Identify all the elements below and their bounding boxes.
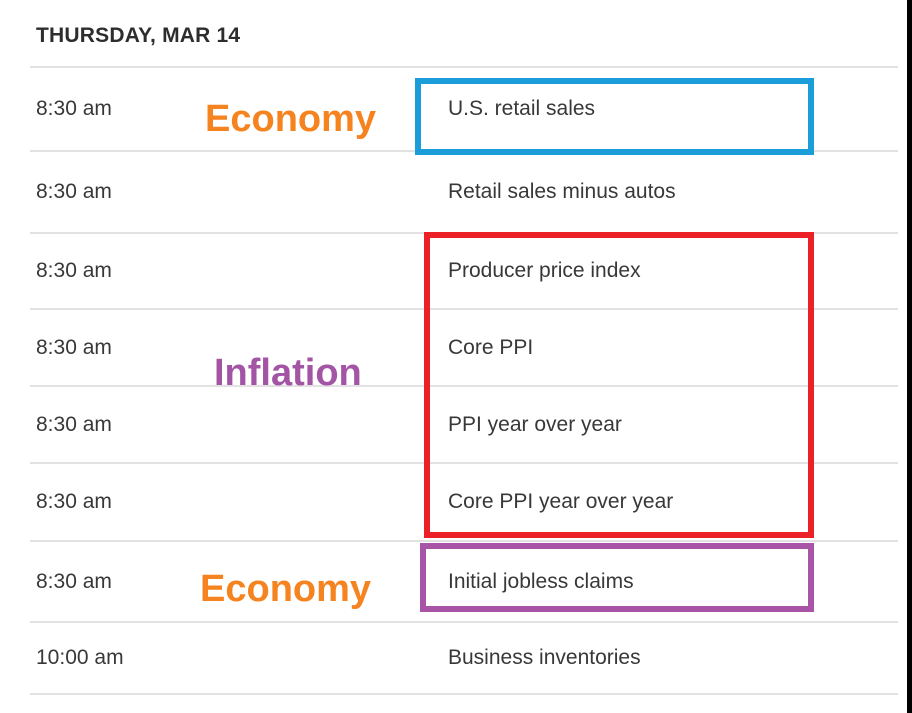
table-row: 8:30 am Initial jobless claims — [30, 540, 898, 621]
table-row: 8:30 am Core PPI — [30, 308, 898, 385]
inflation-label: Inflation — [214, 352, 362, 394]
table-row: 8:30 am Core PPI year over year — [30, 462, 898, 540]
event-time: 8:30 am — [36, 490, 112, 513]
event-time: 8:30 am — [36, 569, 112, 593]
inflation-highlight-box — [424, 232, 814, 538]
table-row: 8:30 am Retail sales minus autos — [30, 150, 898, 232]
event-time: 8:30 am — [36, 335, 112, 359]
economy-label-retail: Economy — [205, 98, 377, 140]
event-time: 8:30 am — [36, 180, 112, 203]
event-name: Retail sales minus autos — [448, 180, 676, 203]
event-name: U.S. retail sales — [448, 97, 596, 120]
event-time: 8:30 am — [36, 412, 112, 436]
event-name: Initial jobless claims — [448, 569, 634, 593]
window-right-edge — [907, 0, 912, 713]
event-time: 10:00 am — [36, 646, 124, 669]
table-row: 10:00 am Business inventories — [30, 621, 898, 695]
economy-label-jobless: Economy — [200, 568, 372, 610]
event-name: Producer price index — [448, 259, 641, 282]
table-row: 8:30 am PPI year over year — [30, 385, 898, 462]
event-name: Core PPI — [448, 335, 534, 359]
event-time: 8:30 am — [36, 97, 112, 120]
retail-sales-highlight-box — [415, 78, 814, 155]
event-name: Business inventories — [448, 646, 641, 669]
table-row: 8:30 am U.S. retail sales — [30, 66, 898, 150]
jobless-claims-highlight-box — [420, 543, 814, 612]
calendar-table: 8:30 am U.S. retail sales 8:30 am Retail… — [30, 66, 898, 695]
event-time: 8:30 am — [36, 259, 112, 282]
day-header: THURSDAY, MAR 14 — [36, 24, 241, 47]
event-name: PPI year over year — [448, 412, 622, 436]
event-name: Core PPI year over year — [448, 490, 674, 513]
